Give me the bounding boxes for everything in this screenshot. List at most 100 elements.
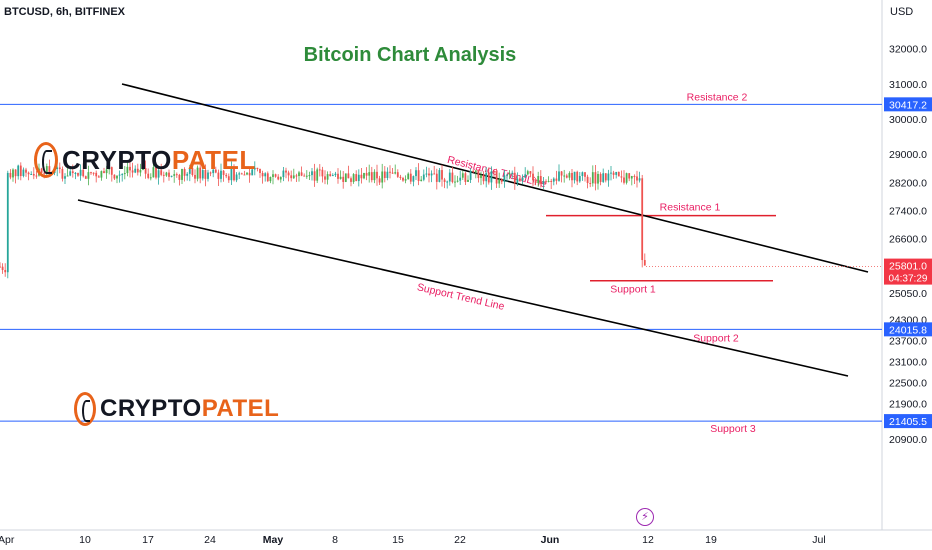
candle-body bbox=[56, 167, 59, 170]
price-tag bbox=[884, 97, 932, 112]
x-tick-label: 10 bbox=[79, 534, 91, 546]
candle-body bbox=[82, 169, 85, 177]
candle-body bbox=[298, 172, 300, 177]
candle-body bbox=[188, 167, 191, 174]
candle-body bbox=[529, 171, 532, 174]
candle-body bbox=[474, 170, 477, 172]
y-tick-label: 26600.0 bbox=[889, 234, 927, 246]
candle-body bbox=[428, 173, 430, 176]
candle-body bbox=[1, 266, 4, 271]
candle-body bbox=[641, 178, 644, 261]
candle-body bbox=[225, 174, 228, 177]
candle-body bbox=[402, 177, 404, 181]
candle-body bbox=[303, 175, 306, 177]
candle-body bbox=[61, 169, 64, 179]
candle-body bbox=[394, 172, 397, 174]
y-tick-label: 30000.0 bbox=[889, 114, 927, 126]
candle-body bbox=[625, 173, 628, 183]
level-label: Support 3 bbox=[710, 423, 756, 435]
candle-body bbox=[508, 173, 511, 175]
candle-body bbox=[563, 175, 566, 177]
candle-body bbox=[329, 174, 332, 177]
candle-body bbox=[131, 170, 134, 173]
candle-body bbox=[209, 172, 212, 174]
candle-body bbox=[347, 173, 350, 179]
candle-body bbox=[516, 178, 519, 183]
candle-body bbox=[277, 176, 280, 180]
candle-body bbox=[290, 175, 293, 179]
candle-body bbox=[576, 171, 579, 182]
candle-body bbox=[521, 177, 524, 181]
candle-body bbox=[513, 172, 516, 183]
y-tick-label: 25050.0 bbox=[889, 288, 927, 300]
candle-body bbox=[459, 177, 462, 181]
candle-body bbox=[482, 175, 485, 182]
x-tick-label: May bbox=[263, 534, 284, 546]
candle-body bbox=[253, 167, 256, 170]
candle-body bbox=[246, 172, 248, 175]
candle-body bbox=[350, 178, 352, 182]
candle-body bbox=[503, 175, 506, 182]
candle-body bbox=[318, 169, 321, 171]
candle-body bbox=[227, 176, 230, 181]
level-label: Resistance 2 bbox=[687, 91, 748, 103]
candle-body bbox=[617, 171, 620, 177]
candle-body bbox=[630, 176, 633, 179]
candle-body bbox=[165, 172, 168, 176]
candle-body bbox=[357, 174, 360, 182]
candle-body bbox=[542, 181, 545, 184]
y-tick-label: 21900.0 bbox=[889, 399, 927, 411]
candle-body bbox=[381, 171, 384, 183]
candle-body bbox=[493, 171, 495, 173]
candle-body bbox=[79, 169, 82, 176]
candle-body bbox=[147, 173, 150, 178]
chart-title: Bitcoin Chart Analysis bbox=[303, 44, 517, 66]
candle-body bbox=[334, 173, 337, 176]
candle-body bbox=[638, 178, 641, 181]
price-tag-label: 21405.5 bbox=[889, 416, 927, 428]
support-trendline bbox=[77, 199, 849, 377]
candle-body bbox=[495, 171, 498, 184]
candle-body bbox=[269, 176, 272, 182]
candle-body bbox=[636, 176, 638, 181]
candle-body bbox=[256, 167, 259, 169]
candle-body bbox=[584, 172, 586, 177]
candle-body bbox=[300, 172, 303, 176]
candle-body bbox=[74, 172, 77, 174]
candle-body bbox=[331, 175, 334, 177]
cryptopatel-logo: CRYPTO PATEL bbox=[34, 142, 256, 178]
y-tick-label: 20900.0 bbox=[889, 434, 927, 446]
candle-body bbox=[108, 167, 111, 170]
candle-body bbox=[118, 174, 121, 176]
x-tick-label: Jun bbox=[541, 534, 560, 546]
lightning-icon[interactable]: ⚡ bbox=[636, 508, 654, 526]
candle-body bbox=[573, 171, 576, 181]
candle-body bbox=[610, 172, 612, 174]
candle-body bbox=[27, 172, 30, 175]
candle-body bbox=[121, 174, 124, 176]
candle-body bbox=[368, 172, 371, 176]
candle-body bbox=[360, 174, 363, 179]
candle-body bbox=[196, 167, 199, 179]
candle-body bbox=[32, 173, 35, 176]
candle-body bbox=[238, 173, 241, 175]
y-tick-label: 32000.0 bbox=[889, 44, 927, 56]
candle-body bbox=[376, 171, 378, 179]
candle-body bbox=[295, 175, 298, 177]
candle-body bbox=[339, 176, 342, 179]
candle-body bbox=[396, 172, 399, 177]
candle-body bbox=[578, 176, 581, 182]
countdown-label: 04:37:29 bbox=[889, 274, 928, 285]
candle-body bbox=[599, 173, 602, 182]
candle-body bbox=[602, 173, 605, 182]
candle-body bbox=[160, 170, 163, 175]
candle-body bbox=[272, 174, 274, 177]
candle-body bbox=[571, 172, 573, 181]
candle-body bbox=[399, 176, 402, 178]
level-label: Support 1 bbox=[610, 284, 656, 296]
candle-body bbox=[248, 172, 251, 176]
candle-body bbox=[454, 181, 456, 183]
trendline-label: Support Trend Line bbox=[416, 281, 506, 313]
candle-body bbox=[615, 171, 618, 175]
